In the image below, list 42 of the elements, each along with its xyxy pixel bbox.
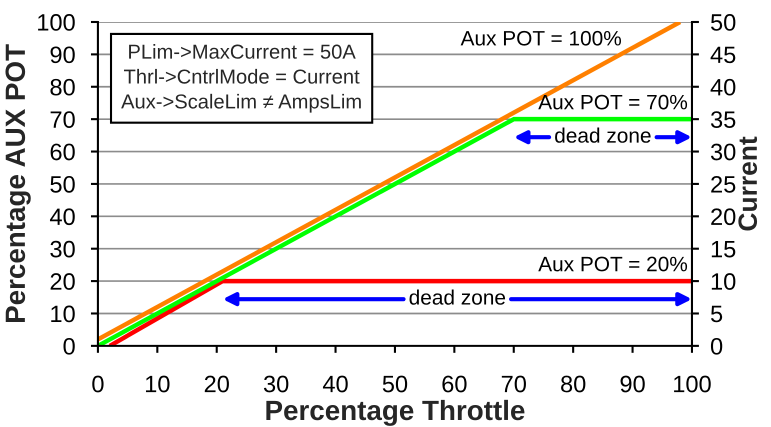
x-tick-label: 90 — [620, 376, 645, 392]
y-tick-label: 70 — [50, 111, 75, 128]
y-tick-label: 10 — [51, 306, 75, 322]
x-axis-title: Percentage Throttle — [266, 400, 524, 426]
x-tick-label: 50 — [382, 376, 408, 392]
y-tick-label: 40 — [50, 208, 75, 226]
x-tick-label: 0 — [92, 376, 104, 392]
x-tick-label: 100 — [674, 376, 711, 392]
x-tick-label: 10 — [146, 376, 170, 392]
x-tick-label: 30 — [264, 376, 288, 392]
y-tick-label: 30 — [50, 240, 75, 258]
y2-tick-label: 10 — [712, 273, 736, 290]
y2-tick-label: 20 — [711, 208, 736, 226]
annotation: dead zone — [555, 128, 651, 143]
y2-tick-label: 5 — [710, 306, 722, 322]
y2-tick-label: 30 — [710, 144, 736, 160]
series-label: Aux POT = 70% — [538, 94, 688, 110]
y-axis-title: Percentage AUX POT — [5, 44, 31, 322]
y2-tick-label: 0 — [710, 338, 722, 355]
annotation: dead zone — [410, 289, 506, 305]
y-tick-label: 60 — [50, 144, 75, 160]
y2-tick-label: 15 — [712, 241, 736, 258]
y-tick-label: 80 — [50, 78, 75, 96]
y-tick-label: 50 — [50, 176, 75, 193]
y-tick-label: 100 — [38, 14, 75, 31]
y2-axis-title: Current — [738, 136, 758, 230]
x-tick-label: 20 — [204, 376, 229, 392]
y-tick-label: 90 — [50, 46, 75, 64]
y2-tick-label: 35 — [710, 111, 736, 128]
y-tick-label: 0 — [63, 338, 75, 355]
y2-tick-label: 25 — [711, 176, 736, 193]
y2-tick-label: 50 — [710, 14, 736, 31]
series-label: Aux POT = 20% — [538, 256, 688, 272]
x-tick-label: 80 — [561, 376, 586, 392]
x-tick-label: 70 — [502, 376, 526, 392]
y-tick-label: 20 — [50, 273, 75, 290]
y2-tick-label: 45 — [710, 46, 736, 64]
annotation: PLim->MaxCurrent = 50A Thrl->CntrlMode = Current Aux->ScaleLim ≠ AmpsLim — [121, 44, 361, 113]
series-label: Aux POT = 100% — [460, 30, 622, 46]
x-tick-label: 40 — [322, 376, 348, 392]
x-tick-label: 60 — [442, 376, 467, 392]
y2-tick-label: 40 — [710, 78, 736, 96]
